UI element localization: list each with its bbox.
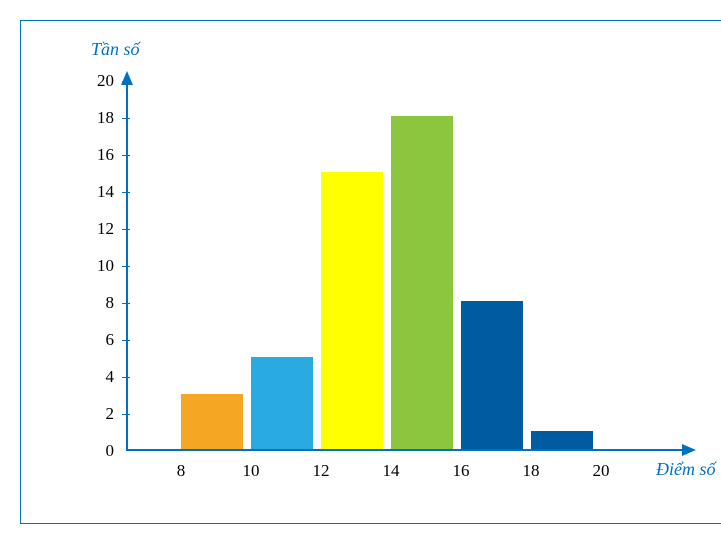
y-tick-mark [122, 377, 130, 378]
y-tick-label: 0 [84, 441, 114, 461]
x-axis-title: Điểm số [656, 459, 716, 480]
y-tick-mark [122, 340, 130, 341]
x-tick-label: 12 [313, 461, 330, 481]
bar [391, 116, 453, 449]
y-tick-label: 2 [84, 404, 114, 424]
y-tick-label: 12 [84, 219, 114, 239]
bar [321, 172, 383, 450]
x-axis-line [126, 449, 686, 451]
y-tick-mark [122, 266, 130, 267]
y-tick-mark [122, 192, 130, 193]
y-tick-mark [122, 155, 130, 156]
y-tick-label: 20 [84, 71, 114, 91]
y-tick-label: 4 [84, 367, 114, 387]
y-tick-label: 6 [84, 330, 114, 350]
y-tick-mark [122, 81, 130, 82]
y-tick-label: 8 [84, 293, 114, 313]
y-tick-mark [122, 303, 130, 304]
x-axis-arrow-icon [682, 444, 696, 456]
x-tick-label: 16 [453, 461, 470, 481]
y-tick-mark [122, 229, 130, 230]
x-tick-label: 10 [243, 461, 260, 481]
bar [181, 394, 243, 450]
y-tick-mark [122, 118, 130, 119]
y-axis-arrow-icon [121, 71, 133, 85]
y-tick-label: 16 [84, 145, 114, 165]
y-tick-label: 10 [84, 256, 114, 276]
y-tick-mark [122, 414, 130, 415]
chart-container: Tần số Điểm số 02468101214161820 8101214… [20, 20, 721, 524]
x-tick-label: 14 [383, 461, 400, 481]
x-tick-label: 18 [523, 461, 540, 481]
y-tick-label: 18 [84, 108, 114, 128]
plot-area: 02468101214161820 8101214161820 [126, 81, 686, 451]
bar [461, 301, 523, 449]
y-tick-label: 14 [84, 182, 114, 202]
y-axis-title: Tần số [91, 39, 140, 60]
bar [531, 431, 593, 450]
bar [251, 357, 313, 450]
x-tick-label: 20 [593, 461, 610, 481]
x-tick-label: 8 [177, 461, 186, 481]
